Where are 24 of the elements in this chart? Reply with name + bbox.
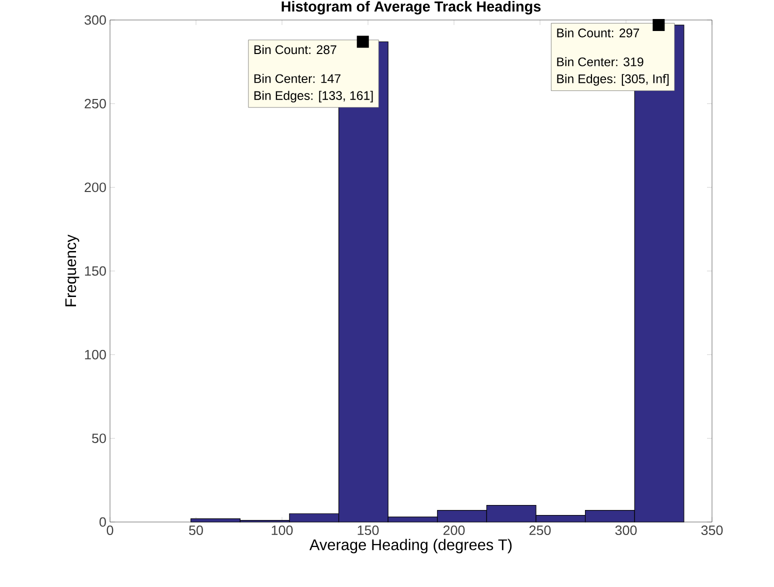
- y-tick-label: 50: [92, 434, 106, 444]
- x-tick-label: 250: [529, 526, 551, 536]
- x-tick-label: 100: [272, 526, 293, 536]
- annotation: Bin Count: 297: [557, 28, 640, 38]
- annotation: Bin Center: 147: [254, 74, 340, 84]
- annotation: Bin Edges: [305, Inf]: [557, 74, 669, 86]
- y-tick-label: 150: [85, 266, 106, 276]
- y-tick-label: 200: [84, 182, 106, 192]
- x-axis-title: Average Heading (degrees T): [309, 538, 512, 554]
- y-axis-title: Frequency: [65, 234, 80, 306]
- x-tick-label: 50: [189, 526, 203, 536]
- y-tick-label: 250: [84, 98, 106, 108]
- y-tick-label: 300: [84, 15, 106, 25]
- annotation: Bin Count: 287: [254, 44, 336, 54]
- y-tick-label: 0: [100, 517, 106, 527]
- x-tick-label: 200: [443, 526, 465, 536]
- x-tick-label: 300: [615, 526, 637, 536]
- annotation: Bin Edges: [133, 161]: [254, 90, 373, 102]
- chart-title: Histogram of Average Track Headings: [282, 0, 541, 14]
- y-tick-label: 100: [85, 350, 106, 360]
- x-tick-label: 350: [701, 526, 723, 536]
- x-tick-label: 0: [106, 526, 114, 536]
- x-tick-label: 150: [358, 526, 379, 536]
- annotation: Bin Center: 319: [557, 57, 644, 66]
